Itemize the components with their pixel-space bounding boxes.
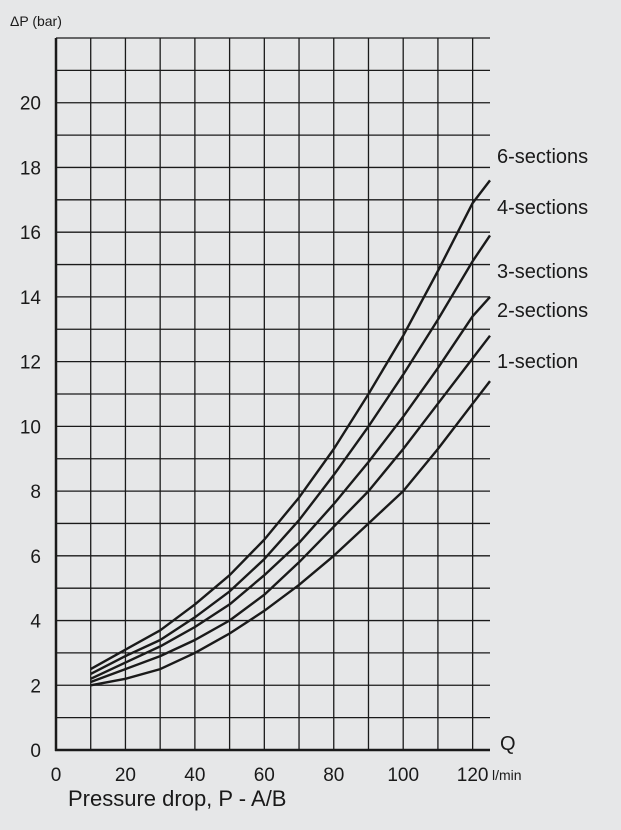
y-tick-label: 14 xyxy=(20,288,42,309)
series-line-2-sections xyxy=(90,334,491,684)
chart-caption: Pressure drop, P - A/B xyxy=(68,786,287,811)
y-tick-label: 4 xyxy=(30,612,41,633)
x-tick-label: 0 xyxy=(51,765,62,786)
legend-label-2-sections: 2-sections xyxy=(497,300,588,322)
legend: 6-sections 4-sections 3-sections 2-sections… xyxy=(497,146,588,373)
x-tick-label: 60 xyxy=(254,765,275,786)
y-tick-label: 18 xyxy=(20,158,41,179)
y-tick-label: 6 xyxy=(30,547,41,568)
y-tick-label: 8 xyxy=(30,482,41,503)
series-lines xyxy=(90,179,491,687)
grid xyxy=(56,37,490,750)
y-tick-label: 20 xyxy=(20,94,41,115)
x-tick-label: 120 xyxy=(457,765,489,786)
y-tick-label: 2 xyxy=(30,676,41,697)
series-line-1-section xyxy=(90,380,491,687)
legend-label-1-section: 1-section xyxy=(497,351,578,373)
y-axis-label: ΔP (bar) xyxy=(10,13,62,29)
axes xyxy=(54,38,490,752)
x-tick-label: 80 xyxy=(323,765,344,786)
legend-label-4-sections: 4-sections xyxy=(497,197,588,219)
series-line-4-sections xyxy=(90,234,491,675)
series-line-3-sections xyxy=(90,296,491,680)
tick-labels: 0 20 40 60 80 100 120 0 2 4 6 8 10 12 14 16 18 20 xyxy=(20,94,489,786)
legend-label-6-sections: 6-sections xyxy=(497,146,588,168)
y-tick-label: 12 xyxy=(20,353,41,374)
x-axis-label: Q xyxy=(500,733,516,755)
y-tick-label: 10 xyxy=(20,417,41,438)
x-axis-unit: l/min xyxy=(492,767,522,783)
x-tick-label: 40 xyxy=(184,765,205,786)
y-tick-label: 16 xyxy=(20,223,41,244)
y-tick-label: 0 xyxy=(30,741,41,762)
legend-label-3-sections: 3-sections xyxy=(497,261,588,283)
series-line-6-sections xyxy=(90,179,491,671)
x-tick-label: 100 xyxy=(387,765,419,786)
x-tick-label: 20 xyxy=(115,765,136,786)
